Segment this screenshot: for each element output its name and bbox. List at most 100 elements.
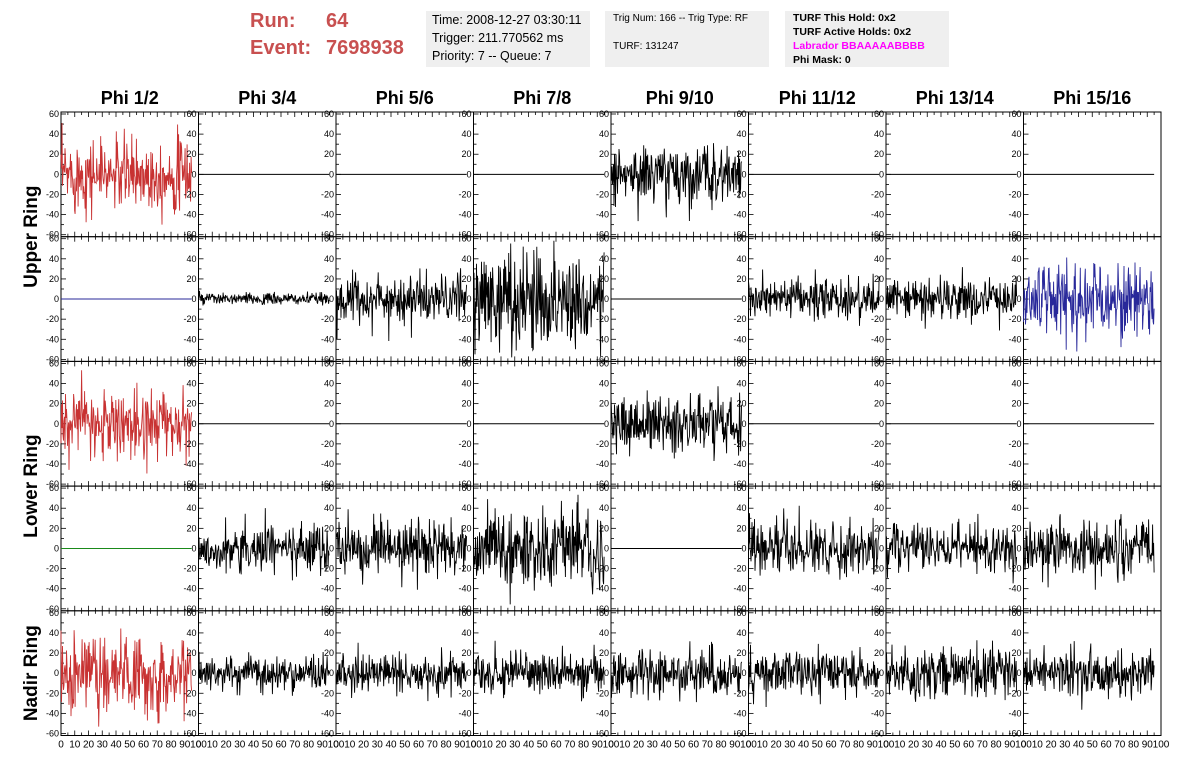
y-tick-label: -40 <box>1008 459 1021 469</box>
y-tick-label: -60 <box>183 729 196 739</box>
x-tick-label: 60 <box>413 740 425 751</box>
waveform-r1-c1 <box>60 122 193 225</box>
y-tick-label: 60 <box>461 358 471 368</box>
y-tick-label: 0 <box>879 543 884 553</box>
y-tick-label: -60 <box>458 479 471 489</box>
waveform-r5-c7 <box>885 640 1018 702</box>
y-tick-label: 20 <box>324 648 334 658</box>
y-tick-label: -20 <box>46 439 59 449</box>
y-tick-label: 20 <box>461 648 471 658</box>
y-tick-label: 20 <box>49 149 59 159</box>
x-tick-label: 0 <box>883 740 889 751</box>
y-tick-label: -20 <box>46 314 59 324</box>
x-tick-label: 10 <box>344 740 356 751</box>
y-tick-label: -60 <box>458 604 471 614</box>
y-tick-label: 0 <box>1016 419 1021 429</box>
y-tick-label: -40 <box>183 584 196 594</box>
y-tick-label: 0 <box>191 419 196 429</box>
y-tick-label: -20 <box>458 688 471 698</box>
x-tick-label: 50 <box>1087 740 1099 751</box>
y-tick-label: 40 <box>874 254 884 264</box>
priority-text: Priority: 7 -- Queue: 7 <box>432 49 552 63</box>
y-tick-label: 0 <box>741 169 746 179</box>
time-info-box: Time: 2008-12-27 03:30:11 Trigger: 211.7… <box>426 11 590 67</box>
y-tick-label: -40 <box>321 334 334 344</box>
y-tick-label: 0 <box>879 294 884 304</box>
y-tick-label: 20 <box>1011 149 1021 159</box>
y-tick-label: 40 <box>736 129 746 139</box>
y-tick-label: -60 <box>596 729 609 739</box>
x-tick-label: 50 <box>124 740 136 751</box>
y-tick-label: 20 <box>461 274 471 284</box>
y-tick-label: 0 <box>329 169 334 179</box>
y-tick-label: 0 <box>879 169 884 179</box>
y-tick-label: 20 <box>874 274 884 284</box>
y-tick-label: -60 <box>1008 604 1021 614</box>
y-tick-label: 20 <box>461 399 471 409</box>
x-tick-label: 30 <box>97 740 109 751</box>
x-tick-label: 80 <box>440 740 452 751</box>
y-tick-label: 0 <box>191 294 196 304</box>
y-tick-label: -20 <box>871 564 884 574</box>
x-tick-label: 0 <box>1021 740 1027 751</box>
y-tick-label: -40 <box>596 584 609 594</box>
x-tick-label: 0 <box>333 740 339 751</box>
y-tick-label: -40 <box>1008 584 1021 594</box>
y-tick-label: -60 <box>733 354 746 364</box>
y-tick-label: 40 <box>186 628 196 638</box>
x-tick-label: 70 <box>427 740 439 751</box>
waveform-r4-c6 <box>748 505 880 580</box>
x-tick-label: 10 <box>1032 740 1044 751</box>
row-label-2: Lower Ring <box>21 434 42 537</box>
y-tick-label: 40 <box>461 254 471 264</box>
y-tick-label: -40 <box>46 708 59 718</box>
y-tick-label: 40 <box>1011 129 1021 139</box>
y-tick-label: -20 <box>321 688 334 698</box>
waveform-r4-c7 <box>885 513 1018 584</box>
x-tick-label: 20 <box>495 740 507 751</box>
x-tick-label: 0 <box>746 740 752 751</box>
y-tick-label: 20 <box>1011 648 1021 658</box>
waveform-r2-c3 <box>335 268 468 342</box>
y-tick-label: 0 <box>54 419 59 429</box>
y-tick-label: 60 <box>186 608 196 618</box>
column-header-1: Phi 1/2 <box>101 88 159 108</box>
y-tick-label: -60 <box>596 354 609 364</box>
x-tick-label: 90 <box>454 740 466 751</box>
y-tick-label: -40 <box>596 459 609 469</box>
waveform-r3-c1 <box>60 370 193 474</box>
y-tick-label: -20 <box>321 439 334 449</box>
y-tick-label: -40 <box>871 459 884 469</box>
y-tick-label: 60 <box>461 608 471 618</box>
y-tick-label: -60 <box>321 604 334 614</box>
y-tick-label: -20 <box>596 688 609 698</box>
y-tick-label: -40 <box>321 584 334 594</box>
waveform-r5-c1 <box>60 628 193 727</box>
y-tick-label: 40 <box>736 379 746 389</box>
y-tick-label: -40 <box>871 708 884 718</box>
y-tick-label: 20 <box>599 648 609 658</box>
y-tick-label: -20 <box>183 564 196 574</box>
x-tick-label: 30 <box>509 740 521 751</box>
y-tick-label: 40 <box>49 254 59 264</box>
y-tick-label: -40 <box>183 210 196 220</box>
x-tick-label: 70 <box>564 740 576 751</box>
y-tick-label: 20 <box>736 149 746 159</box>
y-tick-label: 20 <box>1011 523 1021 533</box>
y-tick-label: -20 <box>183 688 196 698</box>
x-tick-label: 40 <box>798 740 810 751</box>
y-tick-label: -60 <box>183 479 196 489</box>
y-tick-label: -40 <box>458 584 471 594</box>
y-tick-label: 20 <box>874 399 884 409</box>
y-tick-label: 40 <box>461 503 471 513</box>
y-tick-label: -60 <box>871 479 884 489</box>
y-tick-label: -40 <box>871 584 884 594</box>
row-label-1: Upper Ring <box>21 186 42 288</box>
waveform-r2-c7 <box>885 267 1018 331</box>
x-tick-label: 50 <box>674 740 686 751</box>
x-tick-label: 100 <box>740 740 757 751</box>
y-tick-label: 20 <box>874 523 884 533</box>
y-tick-label: 60 <box>49 358 59 368</box>
y-tick-label: -60 <box>321 354 334 364</box>
